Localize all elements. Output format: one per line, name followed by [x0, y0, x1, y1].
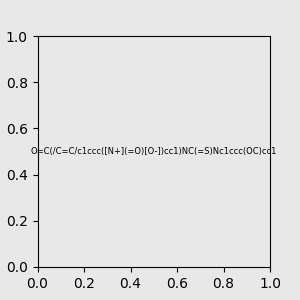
Text: O=C(/C=C/c1ccc([N+](=O)[O-])cc1)NC(=S)Nc1ccc(OC)cc1: O=C(/C=C/c1ccc([N+](=O)[O-])cc1)NC(=S)Nc… — [31, 147, 277, 156]
